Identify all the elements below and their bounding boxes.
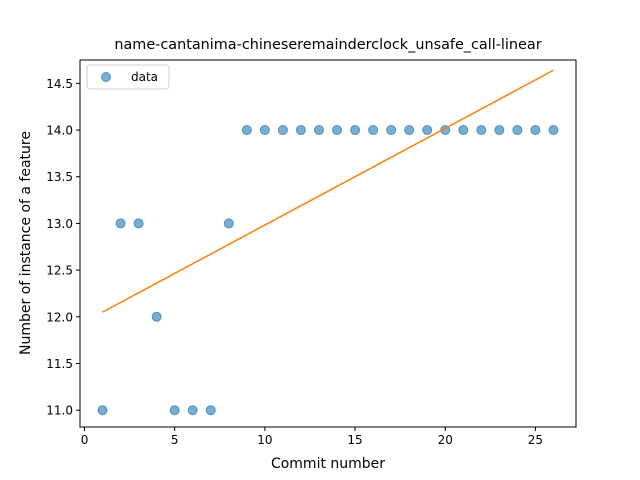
data-point — [169, 405, 180, 416]
data-point — [115, 218, 126, 229]
data-point — [404, 125, 415, 136]
data-point — [241, 125, 252, 136]
axes-frame — [79, 59, 577, 428]
data-point — [512, 125, 523, 136]
y-tick-label: 14.5 — [46, 77, 73, 91]
y-axis: 11.0 11.5 12.0 12.5 13.0 13.5 14.0 14.5 — [46, 77, 80, 418]
data-point — [277, 125, 288, 136]
y-tick-label: 13.0 — [46, 217, 73, 231]
linear-fit-line — [102, 69, 554, 313]
data-point — [386, 125, 397, 136]
y-tick-label: 14.0 — [46, 124, 73, 138]
data-point — [313, 125, 324, 136]
data-point — [332, 125, 343, 136]
data-point — [530, 125, 541, 136]
data-point — [422, 125, 433, 136]
x-tick-label: 0 — [81, 433, 89, 447]
data-point — [97, 405, 108, 416]
chart-title: name-cantanima-chineseremainderclock_uns… — [114, 37, 541, 53]
data-point — [548, 125, 559, 136]
y-tick-label: 11.5 — [46, 357, 73, 371]
data-point — [368, 125, 379, 136]
data-point — [205, 405, 216, 416]
legend: data — [86, 64, 170, 90]
y-tick-label: 12.0 — [46, 310, 73, 324]
data-point — [187, 405, 198, 416]
y-tick-label: 11.0 — [46, 404, 73, 418]
data-point — [458, 125, 469, 136]
x-axis: 0 5 10 15 20 25 — [81, 427, 543, 447]
x-tick-label: 20 — [438, 433, 453, 447]
data-point — [151, 311, 162, 322]
y-tick-label: 12.5 — [46, 264, 73, 278]
data-point — [494, 125, 505, 136]
data-point — [259, 125, 270, 136]
y-tick-label: 13.5 — [46, 170, 73, 184]
x-tick-label: 5 — [171, 433, 179, 447]
data-point — [295, 125, 306, 136]
plot-area — [97, 69, 559, 416]
x-tick-label: 25 — [528, 433, 543, 447]
legend-marker — [101, 72, 111, 82]
legend-box — [86, 64, 170, 90]
legend-label-data: data — [131, 70, 158, 84]
x-axis-label: Commit number — [271, 456, 385, 472]
data-point — [133, 218, 144, 229]
x-tick-label: 15 — [347, 433, 362, 447]
data-point — [476, 125, 487, 136]
data-point — [350, 125, 361, 136]
x-tick-label: 10 — [257, 433, 272, 447]
y-axis-label: Number of instance of a feature — [18, 131, 34, 355]
data-point — [223, 218, 234, 229]
